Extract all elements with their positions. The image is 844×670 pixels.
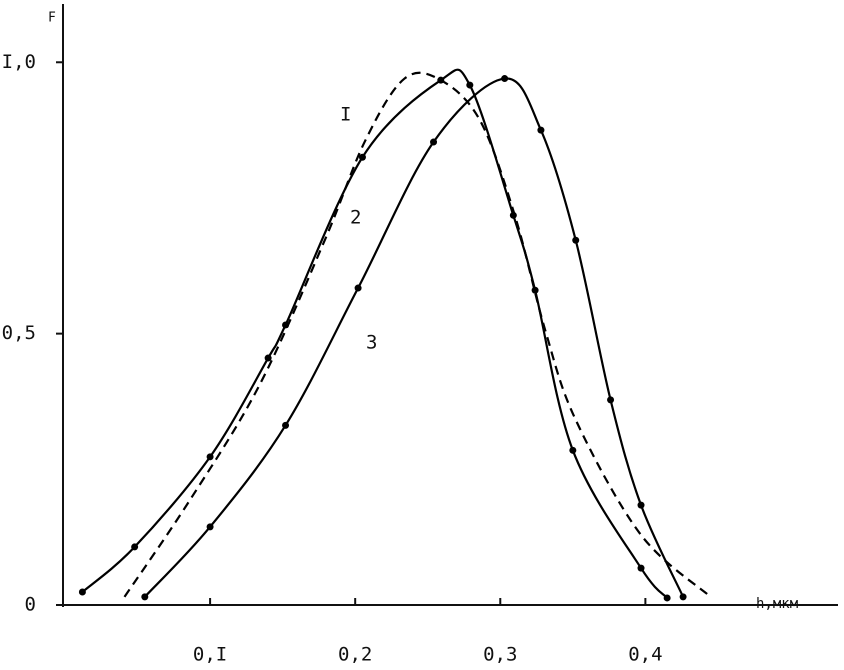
- x-tick-label: 0,I: [193, 644, 227, 666]
- line: [143, 77, 685, 598]
- point: [141, 593, 149, 601]
- point: [663, 594, 671, 602]
- point: [607, 396, 615, 404]
- series-label: I: [340, 104, 351, 126]
- point: [466, 81, 474, 89]
- line: [123, 71, 712, 598]
- point: [531, 286, 539, 294]
- point: [206, 453, 214, 461]
- point: [501, 75, 509, 83]
- point: [78, 588, 86, 596]
- point: [637, 501, 645, 509]
- point: [282, 321, 290, 329]
- point: [569, 446, 577, 454]
- point: [572, 236, 580, 244]
- point: [509, 211, 517, 219]
- x-tick-label: 0,3: [483, 644, 517, 666]
- x-axis-label: h,мкм: [756, 596, 799, 612]
- point: [679, 593, 687, 601]
- line: [81, 68, 668, 599]
- x-tick-label: 0,4: [628, 644, 662, 666]
- series-label: 3: [366, 332, 377, 354]
- point: [354, 284, 362, 292]
- y-tick-label: 0: [25, 594, 36, 616]
- y-tick-label: 0,5: [2, 322, 36, 344]
- point: [537, 126, 545, 134]
- x-tick-label: 0,2: [338, 644, 372, 666]
- point: [637, 564, 645, 572]
- y-axis-label: F: [48, 11, 56, 26]
- y-tick-label: .I,0: [0, 51, 36, 73]
- point: [430, 138, 438, 146]
- point: [358, 153, 366, 161]
- series-label: 2: [350, 207, 361, 229]
- point: [282, 421, 290, 429]
- point: [437, 76, 445, 84]
- point: [264, 354, 272, 362]
- point: [131, 543, 139, 551]
- point: [206, 523, 214, 531]
